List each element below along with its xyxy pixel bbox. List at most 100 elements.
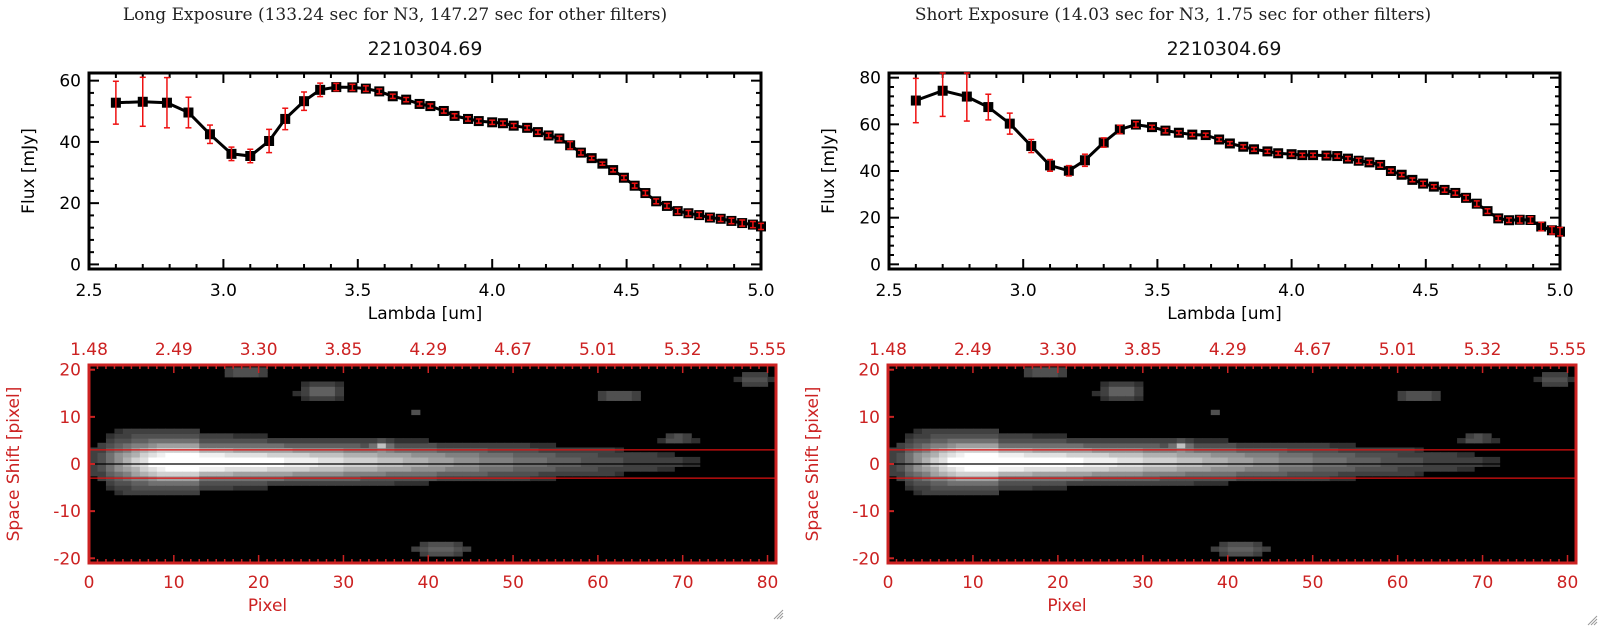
image-pixel: [1083, 438, 1093, 444]
resize-grip-icon[interactable]: [1586, 614, 1598, 626]
image-pixel: [913, 489, 923, 496]
image-pixel: [930, 452, 940, 458]
image-pixel: [972, 456, 983, 463]
image-pixel: [309, 480, 319, 486]
image-pixel: [1389, 466, 1399, 472]
image-pixel: [419, 541, 429, 548]
image-pixel: [1355, 452, 1365, 458]
image-pixel: [1193, 466, 1203, 472]
image-pixel: [691, 456, 701, 463]
image-pixel: [904, 433, 915, 439]
image-pixel: [563, 466, 574, 472]
image-pixel: [317, 466, 328, 472]
image-pixel: [1236, 551, 1246, 557]
image-pixel: [1227, 541, 1237, 548]
image-pixel: [1125, 456, 1135, 463]
image-pixel: [1372, 471, 1382, 477]
image-pixel: [445, 541, 455, 548]
image-pixel: [938, 489, 949, 496]
image-pixel: [292, 438, 302, 444]
image-pixel: [207, 466, 217, 472]
image-pixel: [1168, 456, 1178, 463]
image-pixel: [334, 452, 345, 458]
image-pixel: [657, 438, 667, 444]
image-pixel: [250, 367, 260, 373]
image-pixel: [1448, 452, 1458, 458]
image-pixel: [139, 485, 149, 491]
image-pixel: [377, 442, 387, 449]
image-pixel: [981, 480, 991, 486]
image-pixel: [241, 466, 251, 472]
image-pixel: [224, 480, 234, 486]
image-pixel: [428, 452, 438, 458]
image-pixel: [1210, 409, 1220, 416]
image-pixel: [496, 471, 506, 477]
image-pixel: [1159, 480, 1169, 486]
image-pixel: [1159, 466, 1169, 472]
image-pixel: [190, 480, 200, 486]
image-pixel: [972, 466, 983, 472]
image-pixel: [896, 471, 906, 477]
image-pixel: [1091, 438, 1101, 444]
y-tick-label: 0: [869, 455, 880, 475]
image-pixel: [972, 485, 983, 491]
image-pixel: [555, 452, 565, 458]
image-pixel: [165, 456, 175, 463]
image-pixel: [326, 390, 336, 397]
image-pixel: [1032, 485, 1042, 491]
image-pixel: [1261, 546, 1271, 552]
image-pixel: [326, 480, 336, 486]
image-pixel: [521, 456, 531, 463]
image-pixel: [1032, 456, 1042, 463]
image-pixel: [1023, 471, 1033, 477]
image-pixel: [156, 471, 166, 477]
image-pixel: [580, 452, 590, 458]
top-wavelength-label: 5.01: [579, 340, 617, 360]
image-pixel: [199, 456, 209, 463]
image-pixel: [224, 471, 234, 477]
top-wavelength-label: 4.67: [494, 340, 532, 360]
image-pixel: [453, 456, 463, 463]
image-pixel: [1210, 546, 1220, 552]
image-pixel: [896, 452, 906, 458]
image-pixel: [199, 466, 209, 472]
image-pixel: [674, 456, 684, 463]
image-pixel: [309, 381, 319, 387]
image-pixel: [1185, 438, 1195, 444]
image-pixel: [1227, 551, 1237, 557]
image-pixel: [326, 471, 336, 477]
image-pixel: [301, 438, 311, 444]
image-pixel: [1253, 541, 1263, 548]
image-pixel: [767, 376, 777, 383]
image-pixel: [224, 433, 234, 439]
image-pixel: [1406, 452, 1416, 458]
image-pixel: [1329, 456, 1339, 463]
image-pixel: [351, 438, 361, 444]
image-pixel: [122, 452, 132, 458]
image-pixel: [360, 438, 370, 444]
image-pixel: [139, 466, 149, 472]
image-pixel: [233, 442, 243, 449]
image-pixel: [1372, 456, 1382, 463]
image-pixel: [250, 372, 260, 378]
spectrum-line: [915, 89, 1561, 234]
image-pixel: [428, 456, 438, 463]
image-pixel: [445, 456, 455, 463]
image-pixel: [1023, 466, 1033, 472]
image-pixel: [224, 466, 234, 472]
image-pixel: [1032, 480, 1042, 486]
image-pixel: [1176, 480, 1186, 486]
image-pixel: [411, 471, 421, 477]
resize-grip-icon[interactable]: [772, 608, 784, 620]
image-pixel: [233, 372, 243, 378]
image-pixel: [419, 456, 429, 463]
image-pixel: [233, 367, 243, 373]
image-pixel: [173, 485, 183, 491]
image-pixel: [938, 456, 949, 463]
image-pixel: [606, 452, 616, 458]
image-pixel: [665, 456, 675, 463]
image-pixel: [930, 471, 940, 477]
image-pixel: [148, 456, 158, 463]
image-pixel: [606, 466, 616, 472]
image-pixel: [1219, 546, 1229, 552]
